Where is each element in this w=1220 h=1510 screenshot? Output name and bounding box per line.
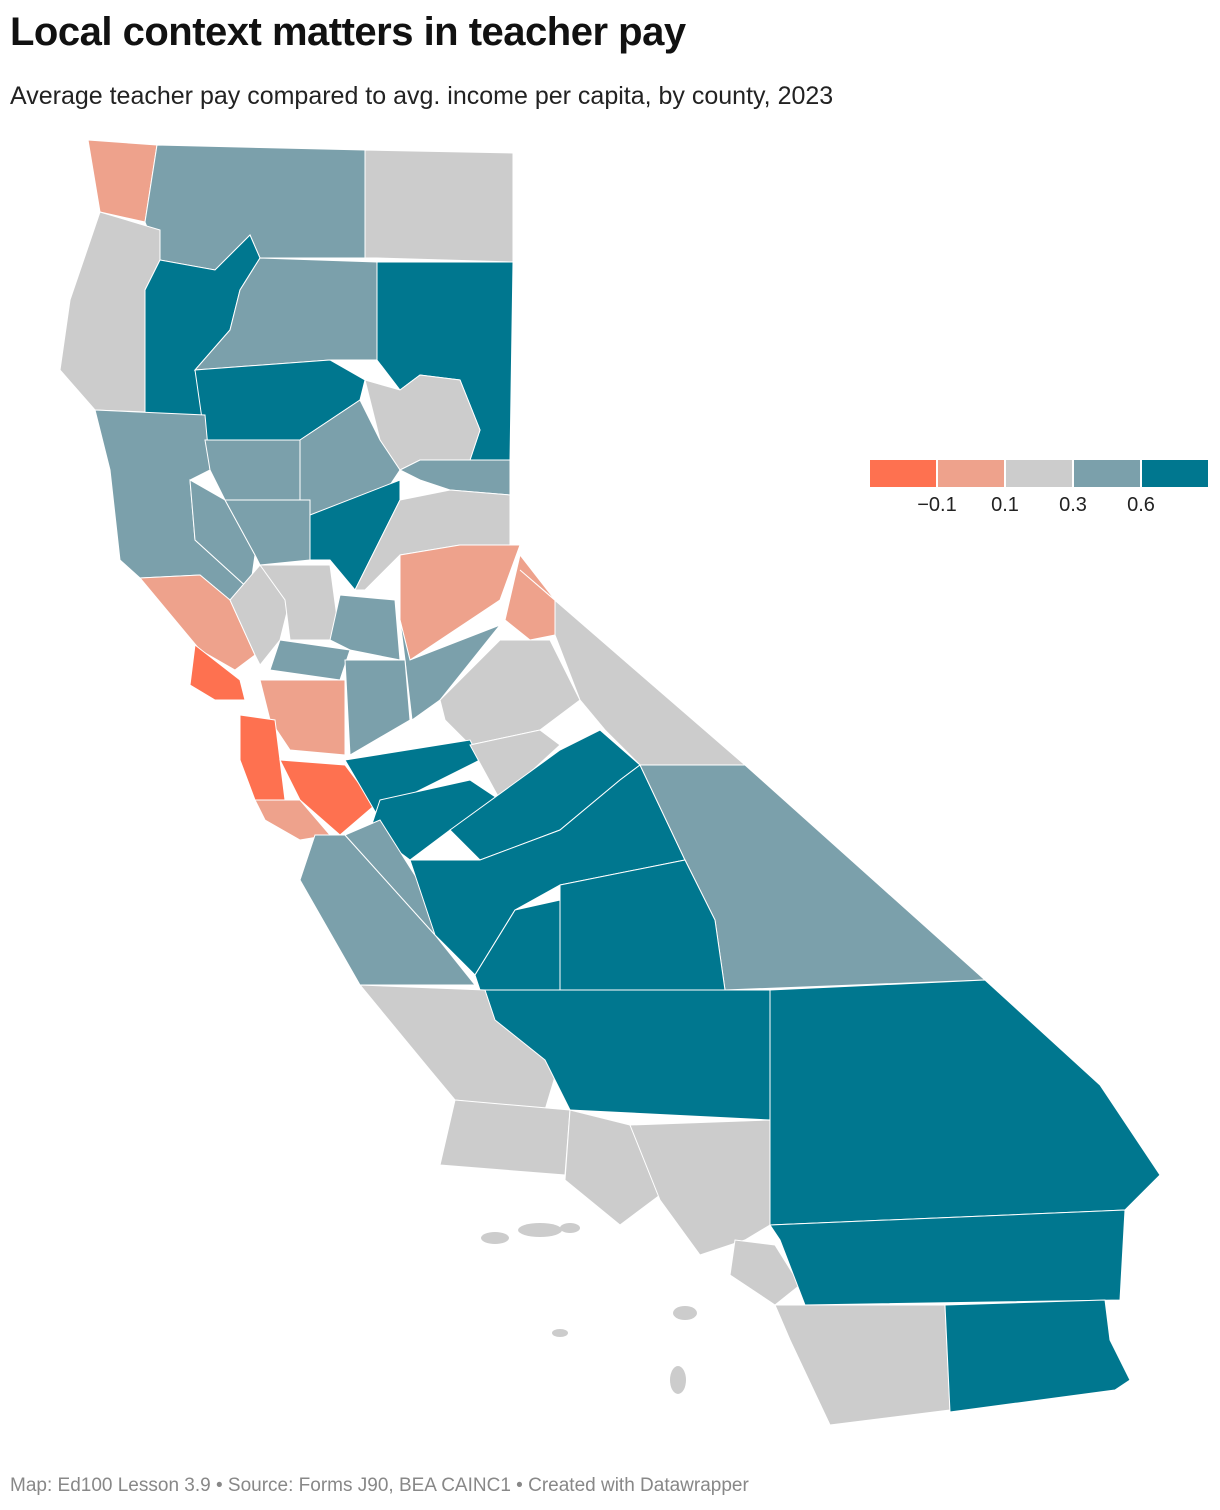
county [189,479,256,592]
legend-label: 0.1 [991,494,1019,516]
county [364,149,514,263]
legend-swatch [1006,460,1072,487]
island [518,1223,562,1237]
legend-label: −0.1 [917,494,956,516]
island [673,1306,697,1320]
legend-swatch [938,460,1004,487]
county [204,439,301,501]
county [269,639,351,681]
county [439,639,581,746]
county [769,979,1161,1226]
county [469,729,561,801]
legend-swatch [1074,460,1140,487]
county [279,759,376,836]
county [259,679,346,756]
legend-swatch [1142,460,1208,487]
island [481,1232,509,1244]
county [329,594,401,661]
legend-label: 0.6 [1127,494,1155,516]
island [670,1366,686,1394]
subtitle: Average teacher pay compared to avg. inc… [10,82,834,110]
county [504,553,556,641]
county [559,859,726,991]
county [564,1109,661,1226]
county [944,1299,1131,1413]
county [769,1209,1126,1306]
legend-label: 0.3 [1059,494,1087,516]
county [344,659,411,756]
county [729,1239,801,1306]
title: Local context matters in teacher pay [10,10,686,54]
county [259,564,341,641]
county [439,1099,571,1176]
island [560,1223,580,1233]
county [774,1304,951,1426]
legend: −0.1 0.1 0.3 0.6 [870,460,1208,516]
county [224,499,311,566]
footer: Map: Ed100 Lesson 3.9 • Source: Forms J9… [10,1475,749,1496]
island [552,1329,568,1337]
county [189,644,246,701]
legend-swatch [870,460,936,487]
county [398,459,511,496]
county [344,739,481,821]
